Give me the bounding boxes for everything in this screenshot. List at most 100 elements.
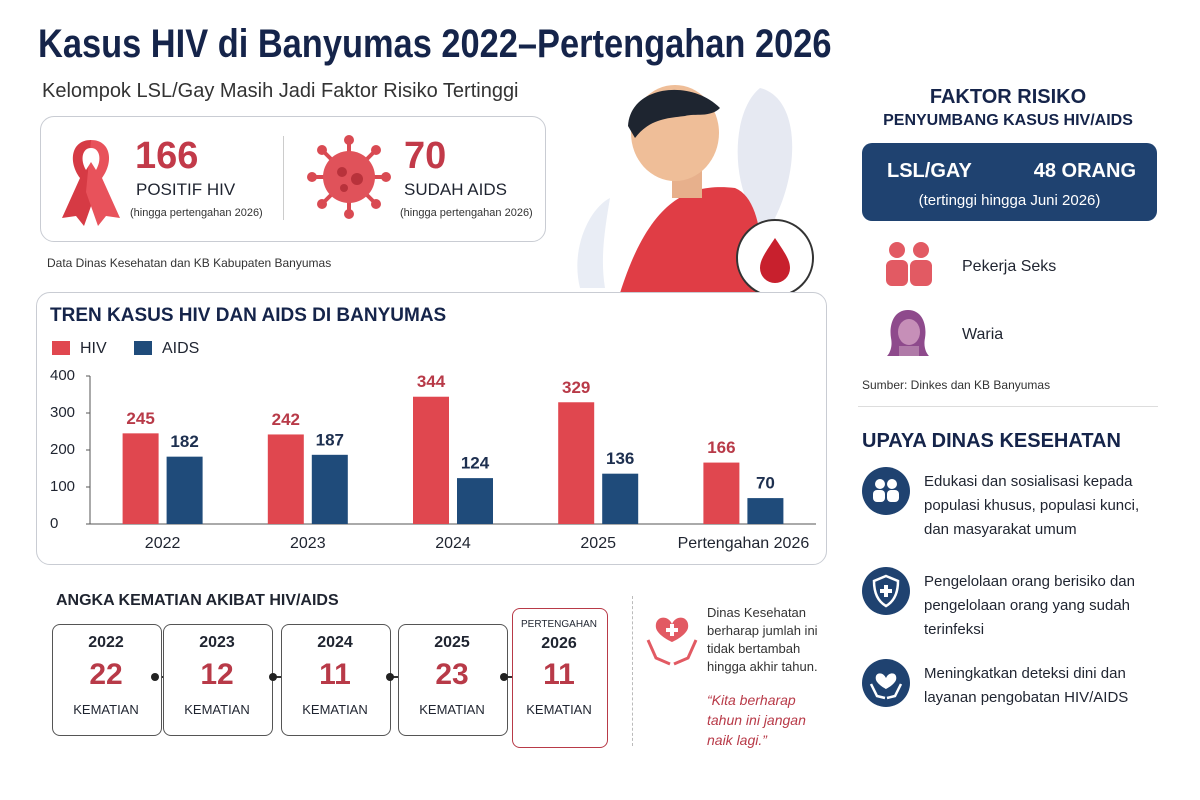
data-label: 245 bbox=[126, 409, 154, 428]
hiv-count: 166 bbox=[135, 135, 199, 177]
death-box bbox=[398, 624, 508, 736]
death-unit: KEMATIAN bbox=[184, 702, 250, 717]
risk-source: Sumber: Dinkes dan KB Banyumas bbox=[862, 378, 1051, 392]
aids-label: SUDAH AIDS bbox=[404, 180, 507, 199]
title: Kasus HIV di Banyumas 2022–Pertengahan 2… bbox=[38, 22, 832, 66]
summary-source: Data Dinas Kesehatan dan KB Kabupaten Ba… bbox=[47, 256, 332, 270]
chart-title: TREN KASUS HIV DAN AIDS DI BANYUMAS bbox=[50, 305, 446, 326]
death-box bbox=[281, 624, 391, 736]
x-tick-label: 2022 bbox=[145, 535, 181, 552]
bar bbox=[558, 402, 595, 524]
top-risk-name: LSL/GAY bbox=[887, 160, 972, 182]
y-tick-label: 100 bbox=[50, 478, 75, 495]
illustration bbox=[577, 85, 814, 297]
effort-icon bbox=[862, 467, 910, 515]
x-tick-label: 2024 bbox=[435, 535, 471, 552]
risk-factor: Pekerja Seks bbox=[962, 258, 1057, 275]
timeline-dot bbox=[151, 673, 159, 681]
deaths-note: Dinas Kesehatan berharap jumlah ini tida… bbox=[707, 605, 818, 674]
y-tick-label: 400 bbox=[50, 367, 75, 384]
panel-divider bbox=[858, 406, 1158, 407]
data-label: 182 bbox=[170, 432, 198, 451]
top-risk-note: (tertinggi hingga Juni 2026) bbox=[918, 192, 1101, 209]
hiv-label: POSITIF HIV bbox=[136, 180, 236, 199]
data-label: 242 bbox=[272, 410, 300, 429]
effort-text: Meningkatkan deteksi dini dan layanan pe… bbox=[924, 665, 1129, 706]
data-label: 136 bbox=[606, 449, 634, 468]
legend-swatch bbox=[134, 341, 152, 355]
bar bbox=[122, 433, 159, 524]
chart: TREN KASUS HIV DAN AIDS DI BANYUMAS HIV A… bbox=[50, 305, 816, 552]
top-risk-box bbox=[862, 143, 1157, 221]
subtitle: Kelompok LSL/Gay Masih Jadi Faktor Risik… bbox=[42, 80, 519, 102]
efforts-title: UPAYA DINAS KESEHATAN bbox=[862, 430, 1121, 452]
death-unit: KEMATIAN bbox=[419, 702, 485, 717]
death-period: 2023 bbox=[199, 634, 235, 651]
death-count: 22 bbox=[89, 658, 123, 691]
data-label: 166 bbox=[707, 438, 735, 457]
bar bbox=[747, 498, 784, 524]
summary-card bbox=[40, 116, 546, 242]
legend-label: AIDS bbox=[162, 340, 199, 357]
effort-text: Edukasi dan sosialisasi kepada populasi … bbox=[924, 473, 1140, 538]
death-count: 23 bbox=[435, 658, 469, 691]
separator bbox=[632, 596, 633, 746]
risk-subtitle: PENYUMBANG KASUS HIV/AIDS bbox=[883, 112, 1133, 129]
bar bbox=[311, 454, 348, 524]
data-label: 187 bbox=[316, 430, 344, 449]
x-tick-label: 2025 bbox=[580, 535, 616, 552]
data-label: 344 bbox=[417, 372, 446, 391]
divider bbox=[283, 136, 284, 220]
death-unit: KEMATIAN bbox=[302, 702, 368, 717]
effort-icon bbox=[862, 659, 910, 707]
effort-icon bbox=[862, 567, 910, 615]
bar bbox=[703, 462, 740, 524]
data-label: 70 bbox=[756, 474, 775, 493]
x-tick-label: Pertengahan 2026 bbox=[678, 535, 810, 552]
effort-text: Pengelolaan orang berisiko dan pengelola… bbox=[924, 573, 1135, 638]
sex-worker-icon bbox=[886, 242, 932, 286]
deaths-title: ANGKA KEMATIAN AKIBAT HIV/AIDS bbox=[56, 592, 339, 609]
virus-icon bbox=[307, 135, 391, 219]
bar bbox=[602, 473, 639, 524]
timeline-dot bbox=[386, 673, 394, 681]
risk-factor: Waria bbox=[962, 326, 1004, 343]
ribbon-icon bbox=[62, 140, 120, 226]
death-unit: KEMATIAN bbox=[73, 702, 139, 717]
y-tick-label: 0 bbox=[50, 515, 58, 532]
timeline-dot bbox=[500, 673, 508, 681]
deaths-quote: “Kita berharap tahun ini jangan naik lag… bbox=[707, 692, 806, 748]
legend-swatch bbox=[52, 341, 70, 355]
death-period-prefix: PERTENGAHAN bbox=[521, 619, 597, 630]
death-box bbox=[512, 608, 608, 748]
x-tick-label: 2023 bbox=[290, 535, 326, 552]
bar bbox=[267, 434, 304, 524]
care-icon bbox=[646, 617, 698, 666]
death-period: 2025 bbox=[434, 634, 470, 651]
death-period: 2024 bbox=[317, 634, 353, 651]
death-box bbox=[163, 624, 273, 736]
death-period: 2026 bbox=[541, 635, 577, 652]
death-unit: KEMATIAN bbox=[526, 702, 592, 717]
death-box bbox=[52, 624, 162, 736]
y-tick-label: 200 bbox=[50, 441, 75, 458]
death-count: 12 bbox=[200, 658, 234, 691]
waria-icon bbox=[887, 310, 929, 356]
death-period: 2022 bbox=[88, 634, 124, 651]
legend-label: HIV bbox=[80, 340, 107, 357]
aids-note: (hingga pertengahan 2026) bbox=[400, 207, 533, 219]
bar bbox=[457, 478, 493, 524]
timeline-dot bbox=[269, 673, 277, 681]
hiv-note: (hingga pertengahan 2026) bbox=[130, 207, 263, 219]
top-risk-value: 48 ORANG bbox=[1033, 160, 1136, 182]
data-label: 124 bbox=[461, 454, 490, 473]
y-tick-label: 300 bbox=[50, 404, 75, 421]
risk-title: FAKTOR RISIKO bbox=[929, 86, 1087, 108]
bar bbox=[166, 456, 203, 524]
death-count: 11 bbox=[543, 658, 575, 691]
aids-count: 70 bbox=[404, 135, 447, 177]
death-count: 11 bbox=[319, 658, 351, 691]
bar bbox=[413, 396, 449, 524]
